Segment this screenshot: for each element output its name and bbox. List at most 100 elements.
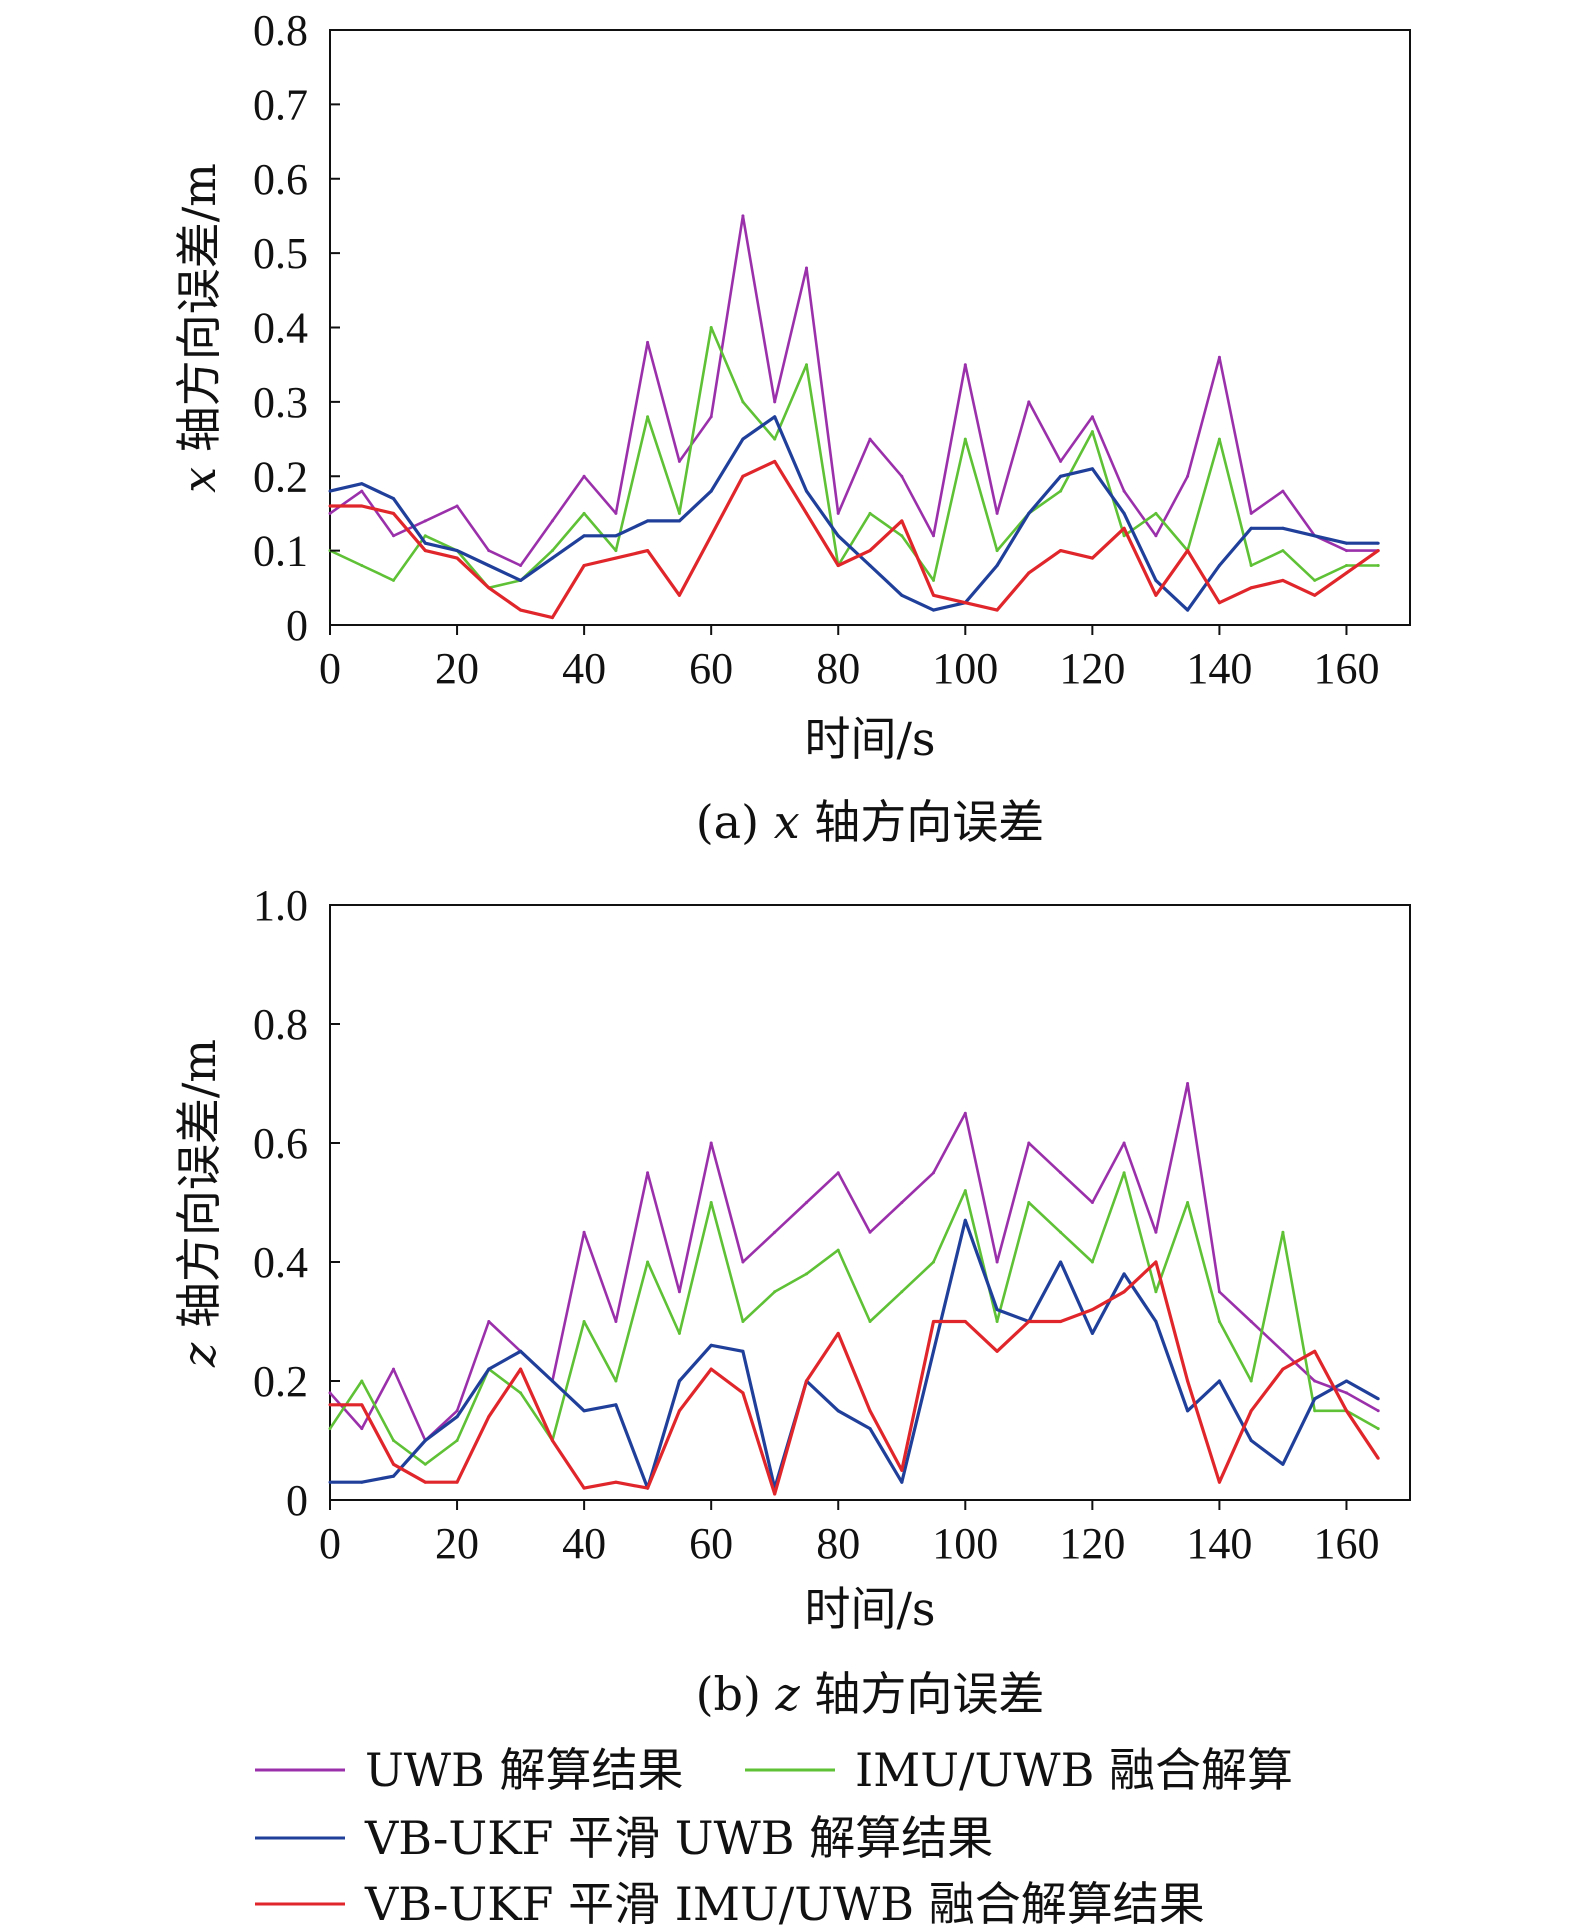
legend-item-uwb: UWB 解算结果 (255, 1743, 683, 1797)
x-tick-label: 160 (1313, 1519, 1379, 1568)
data-point-vb-uwb (455, 549, 459, 553)
x-tick-label: 0 (319, 1519, 341, 1568)
data-point-vb-uwb (805, 489, 808, 493)
data-point-imu-uwb (1249, 564, 1253, 567)
y-axis-label-var: z (172, 1342, 226, 1368)
data-point-vb-uwb (677, 1379, 681, 1383)
data-point-imu-uwb (932, 1260, 935, 1264)
y-tick-label: 0.7 (253, 80, 308, 129)
data-point-imu-uwb (519, 1391, 523, 1395)
y-tick-label: 0.8 (253, 1000, 308, 1049)
data-point-vb-imu-uwb (1154, 1260, 1158, 1264)
data-point-uwb (900, 1201, 904, 1204)
legend-label-uwb: UWB 解算结果 (365, 1743, 683, 1797)
data-point-uwb (360, 489, 364, 493)
data-point-uwb (614, 511, 618, 515)
data-point-vb-uwb (868, 1427, 872, 1431)
data-point-uwb (614, 1320, 618, 1323)
data-point-imu-uwb (1186, 1201, 1190, 1204)
data-point-vb-uwb (677, 519, 681, 523)
data-point-vb-imu-uwb (582, 1486, 586, 1490)
data-point-imu-uwb (995, 549, 999, 553)
caption-suffix: 轴方向误差 (800, 795, 1045, 849)
data-point-vb-uwb (836, 1409, 840, 1413)
data-point-vb-uwb (646, 519, 650, 523)
data-point-vb-uwb (1186, 1409, 1190, 1413)
data-point-uwb (1345, 549, 1348, 553)
data-point-uwb (1122, 1141, 1126, 1145)
data-point-uwb (1281, 489, 1285, 493)
data-point-vb-imu-uwb (836, 564, 840, 567)
caption-prefix: (b) (696, 1667, 776, 1721)
data-point-imu-uwb (900, 534, 904, 538)
y-tick-label: 0.2 (253, 1357, 308, 1406)
data-point-imu-uwb (1090, 1260, 1094, 1264)
legend-label-vb-uwb: VB-UKF 平滑 UWB 解算结果 (364, 1811, 993, 1865)
x-tick-label: 20 (435, 644, 479, 693)
data-point-uwb (805, 1201, 808, 1204)
data-point-imu-uwb (805, 363, 808, 367)
data-point-vb-uwb (1027, 511, 1031, 515)
data-point-vb-uwb (360, 482, 364, 486)
data-point-vb-imu-uwb (1186, 549, 1190, 553)
data-point-vb-uwb (741, 437, 745, 441)
data-point-imu-uwb (1249, 1379, 1253, 1383)
data-point-uwb (709, 1141, 713, 1145)
x-ticks: 0 20 40 60 80 100 120 140 160 (319, 625, 1379, 693)
y-tick-label: 1.0 (253, 881, 308, 930)
x-tick-label: 140 (1186, 1519, 1252, 1568)
data-point-vb-uwb (741, 1349, 745, 1353)
data-point-imu-uwb (1154, 1290, 1158, 1294)
data-point-vb-uwb (995, 1308, 999, 1312)
data-point-uwb (995, 1260, 999, 1264)
data-point-vb-imu-uwb (1217, 601, 1221, 605)
x-tick-label: 60 (689, 1519, 733, 1568)
data-point-imu-uwb (582, 511, 586, 515)
data-point-imu-uwb (963, 1189, 967, 1193)
data-point-vb-uwb (1345, 1379, 1348, 1383)
data-point-uwb (1154, 1230, 1158, 1234)
y-tick-label: 0.3 (253, 378, 308, 427)
data-point-vb-imu-uwb (932, 1320, 935, 1323)
data-point-uwb (1154, 534, 1158, 538)
data-point-imu-uwb (455, 1439, 459, 1442)
y-tick-label: 0.5 (253, 229, 308, 278)
y-tick-label: 0.8 (253, 6, 308, 55)
data-point-imu-uwb (963, 437, 967, 441)
data-point-uwb (487, 1320, 491, 1323)
data-point-imu-uwb (741, 1320, 745, 1323)
data-point-vb-imu-uwb (773, 459, 777, 463)
data-point-uwb (773, 400, 777, 404)
data-point-vb-uwb (773, 415, 777, 419)
data-point-imu-uwb (1122, 534, 1126, 538)
data-point-uwb (1186, 1082, 1190, 1085)
data-point-vb-uwb (1217, 1379, 1221, 1383)
data-point-vb-imu-uwb (328, 504, 332, 508)
data-point-vb-imu-uwb (550, 616, 554, 620)
data-point-vb-imu-uwb (1122, 1290, 1126, 1294)
data-point-vb-uwb (423, 1439, 427, 1442)
data-point-imu-uwb (1059, 1230, 1063, 1234)
data-point-uwb (1281, 1349, 1285, 1353)
series-line-imu-uwb (329, 326, 1379, 590)
y-tick-label: 0.2 (253, 452, 308, 501)
data-point-uwb (1122, 489, 1126, 493)
data-point-uwb (773, 1230, 777, 1234)
x-ticks: 0 20 40 60 80 100 120 140 160 (319, 1500, 1379, 1568)
data-point-vb-imu-uwb (1313, 593, 1317, 597)
data-point-vb-imu-uwb (614, 1480, 618, 1484)
data-point-imu-uwb (1027, 1201, 1031, 1204)
data-point-vb-uwb (1122, 1272, 1126, 1276)
data-point-uwb (868, 1230, 872, 1234)
data-point-uwb (1027, 400, 1031, 404)
data-point-vb-uwb (1122, 511, 1126, 515)
data-point-vb-imu-uwb (805, 1379, 808, 1383)
data-point-imu-uwb (1154, 511, 1158, 515)
data-point-imu-uwb (773, 437, 777, 441)
data-point-uwb (836, 511, 840, 515)
data-point-vb-imu-uwb (677, 593, 681, 597)
data-point-imu-uwb (868, 1320, 872, 1323)
data-point-vb-imu-uwb (995, 1349, 999, 1353)
data-point-vb-uwb (519, 578, 523, 582)
